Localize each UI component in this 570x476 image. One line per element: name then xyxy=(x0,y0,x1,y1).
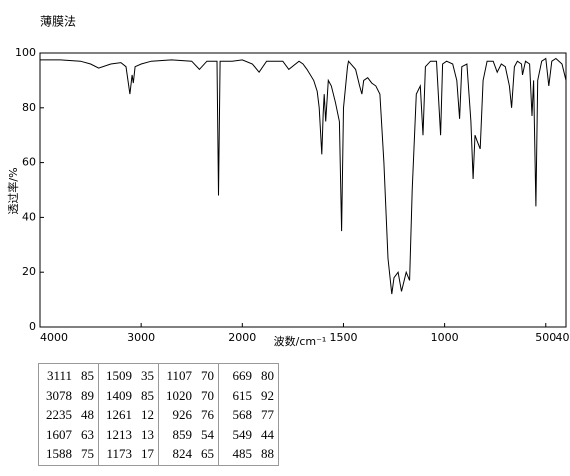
transmittance: 88 xyxy=(261,446,274,461)
transmittance: 76 xyxy=(201,407,214,422)
table-row: 485 88 xyxy=(222,444,275,464)
transmittance: 63 xyxy=(81,426,94,442)
transmittance: 17 xyxy=(141,446,154,461)
wavenumber: 1107 xyxy=(166,368,192,383)
table-row: 669 80 xyxy=(222,366,275,386)
wavenumber: 485 xyxy=(232,446,253,461)
transmittance: 70 xyxy=(201,368,214,383)
wavenumber: 859 xyxy=(172,426,193,442)
transmittance: 85 xyxy=(141,387,154,403)
x-tick-label: 4000 xyxy=(40,331,68,344)
spectrum-line xyxy=(40,57,567,295)
transmittance: 48 xyxy=(81,407,94,422)
table-row: 568 77 xyxy=(222,405,275,425)
x-tick-label: 2000 xyxy=(228,331,256,344)
table-row: 1213 13 xyxy=(102,425,154,445)
table-row: 1409 85 xyxy=(102,386,154,406)
x-axis-label: 波数/cm⁻¹ xyxy=(274,335,327,348)
wavenumber: 3078 xyxy=(46,387,72,403)
wavenumber: 1213 xyxy=(106,426,132,442)
table-row: 3078 89 xyxy=(42,386,94,406)
table-row: 1509 35 xyxy=(102,366,154,386)
table-row: 1107 70 xyxy=(162,366,214,386)
transmittance: 92 xyxy=(261,387,274,403)
transmittance: 65 xyxy=(201,446,214,461)
x-tick-label: 1500 xyxy=(329,331,357,344)
table-row: 1588 75 xyxy=(42,444,94,464)
table-row: 824 65 xyxy=(162,444,215,464)
y-tick-label: 80 xyxy=(22,101,36,114)
y-axis-label: 透过率/% xyxy=(6,167,20,214)
wavenumber: 824 xyxy=(172,446,193,461)
wavenumber: 1020 xyxy=(166,387,192,403)
y-tick-label: 0 xyxy=(29,320,36,333)
y-tick-label: 100 xyxy=(15,46,36,59)
wavenumber: 3111 xyxy=(46,368,72,383)
chart: 薄膜法 波数/cm⁻¹ 透过率/% 0 20 40 60 80 100 4000 3000 20… xyxy=(6,14,570,349)
transmittance: 70 xyxy=(201,387,214,403)
wavenumber: 1588 xyxy=(46,446,72,461)
table-row: 615 92 xyxy=(222,386,275,406)
wavenumber: 1409 xyxy=(106,387,132,403)
table-row: 549 44 xyxy=(222,425,275,445)
wavenumber: 669 xyxy=(232,368,253,383)
transmittance: 44 xyxy=(261,426,274,442)
wavenumber: 1173 xyxy=(106,446,132,461)
table-row: 1173 17 xyxy=(102,444,154,464)
table-row: 1261 12 xyxy=(102,405,154,425)
x-tick-label: 400 xyxy=(556,331,570,344)
table-row: 1020 70 xyxy=(162,386,214,406)
table-column: 1509 35 1409 85 1261 12 1213 13 1173 17 xyxy=(99,364,159,465)
plot-frame xyxy=(39,52,567,328)
table-row: 859 54 xyxy=(162,425,215,445)
table-row: 2235 48 xyxy=(42,405,94,425)
table-column: 1107 70 1020 70 926 76 859 54 824 65 xyxy=(159,364,219,465)
transmittance: 75 xyxy=(81,446,94,461)
y-tick-label: 60 xyxy=(22,156,36,169)
wavenumber: 926 xyxy=(172,407,193,422)
wavenumber: 615 xyxy=(232,387,253,403)
transmittance: 80 xyxy=(261,368,274,383)
wavenumber: 1509 xyxy=(106,368,132,383)
transmittance: 12 xyxy=(141,407,154,422)
transmittance: 89 xyxy=(81,387,94,403)
y-tick-label: 20 xyxy=(22,265,36,278)
transmittance: 35 xyxy=(141,368,154,383)
chart-title: 薄膜法 xyxy=(40,14,76,29)
x-tick-label: 1000 xyxy=(431,331,459,344)
transmittance: 85 xyxy=(81,368,94,383)
transmittance: 77 xyxy=(261,407,274,422)
wavenumber: 568 xyxy=(232,407,253,422)
wavenumber: 1607 xyxy=(46,426,72,442)
table-column: 669 80 615 92 568 77 549 44 485 88 xyxy=(219,364,278,465)
wavenumber: 549 xyxy=(232,426,253,442)
wavenumber: 2235 xyxy=(46,407,72,422)
transmittance: 54 xyxy=(201,426,214,442)
x-tick-label: 3000 xyxy=(127,331,155,344)
table-row: 926 76 xyxy=(162,405,215,425)
y-tick-label: 40 xyxy=(22,210,36,223)
peak-table: 3111 85 3078 89 2235 48 1607 63 1588 75 1509 35 1409… xyxy=(38,363,279,466)
transmittance: 13 xyxy=(141,426,154,442)
wavenumber: 1261 xyxy=(106,407,132,422)
table-row: 3111 85 xyxy=(42,366,94,386)
x-tick-label: 500 xyxy=(535,331,556,344)
table-row: 1607 63 xyxy=(42,425,94,445)
table-column: 3111 85 3078 89 2235 48 1607 63 1588 75 xyxy=(39,364,99,465)
